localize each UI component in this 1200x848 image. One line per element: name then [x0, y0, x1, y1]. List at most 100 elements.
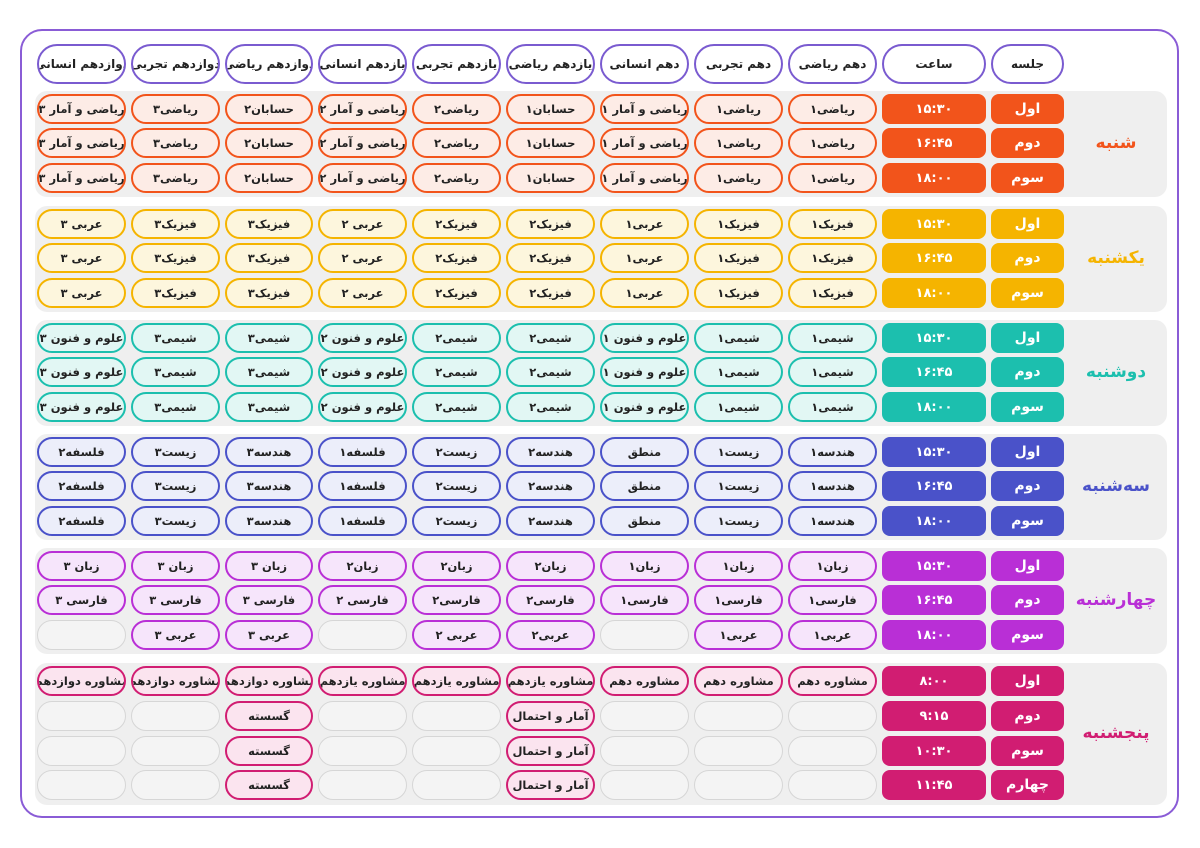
class-cell: عربی۱	[600, 209, 689, 239]
class-cell: آمار و احتمال	[506, 770, 595, 800]
time-pill: ۱۶:۴۵	[882, 585, 986, 615]
class-cell: فلسفه۱	[318, 471, 407, 501]
class-cell: زبان ۳	[37, 551, 126, 581]
class-cell: زیست۳	[131, 471, 220, 501]
class-cell: فیزیک۲	[506, 243, 595, 273]
class-cell: فیزیک۳	[225, 278, 313, 308]
class-cell: آمار و احتمال	[506, 736, 595, 766]
class-cell: شیمی۲	[506, 392, 595, 422]
header-9: دوازدهم تجربی	[131, 44, 220, 84]
class-cell: مشاوره یازدهم	[412, 666, 501, 696]
class-cell: فیزیک۲	[506, 209, 595, 239]
class-cell: حسابان۲	[225, 163, 313, 193]
class-cell: ریاضی۲	[412, 128, 501, 158]
class-cell: شیمی۳	[131, 357, 220, 387]
class-cell: عربی ۳	[131, 620, 220, 650]
class-cell: آمار و احتمال	[506, 701, 595, 731]
class-cell: ریاضی۱	[694, 163, 783, 193]
class-cell: عربی۲	[506, 620, 595, 650]
empty-cell	[600, 770, 689, 800]
class-cell: فیزیک۱	[694, 278, 783, 308]
class-cell: شیمی۳	[131, 323, 220, 353]
empty-cell	[318, 770, 407, 800]
class-cell: علوم و فنون ۲	[318, 323, 407, 353]
header-6: یازدهم تجربی	[412, 44, 501, 84]
class-cell: زبان ۳	[131, 551, 220, 581]
class-cell: علوم و فنون ۳	[37, 323, 126, 353]
time-pill: ۱۰:۳۰	[882, 736, 986, 766]
class-cell: منطق	[600, 471, 689, 501]
header-3: دهم تجربی	[694, 44, 783, 84]
session-pill: سوم	[991, 392, 1064, 422]
schedule-frame	[20, 29, 1179, 818]
empty-cell	[37, 701, 126, 731]
class-cell: مشاوره دوازدهم	[37, 666, 126, 696]
class-cell: هندسه۲	[506, 437, 595, 467]
class-cell: فارسی ۳	[37, 585, 126, 615]
class-cell: حسابان۱	[506, 128, 595, 158]
class-cell: عربی ۳	[37, 278, 126, 308]
class-cell: هندسه۳	[225, 506, 313, 536]
class-cell: فارسی۱	[788, 585, 877, 615]
time-pill: ۱۵:۳۰	[882, 323, 986, 353]
class-cell: حسابان۲	[225, 128, 313, 158]
class-cell: فارسی ۲	[318, 585, 407, 615]
class-cell: منطق	[600, 506, 689, 536]
empty-cell	[131, 736, 220, 766]
class-cell: فلسفه۱	[318, 437, 407, 467]
time-pill: ۱۶:۴۵	[882, 128, 986, 158]
header-7: یازدهم انسانی	[318, 44, 407, 84]
class-cell: فارسی۲	[412, 585, 501, 615]
session-pill: سوم	[991, 620, 1064, 650]
time-pill: ۱۸:۰۰	[882, 392, 986, 422]
class-cell: زیست۱	[694, 506, 783, 536]
empty-cell	[600, 736, 689, 766]
session-pill: اول	[991, 209, 1064, 239]
header-10: دوازدهم انسانی	[37, 44, 126, 84]
class-cell: عربی ۲	[318, 243, 407, 273]
class-cell: شیمی۲	[506, 323, 595, 353]
empty-cell	[788, 701, 877, 731]
class-cell: علوم و فنون ۳	[37, 357, 126, 387]
day-label: شنبه	[1095, 133, 1137, 153]
class-cell: ریاضی۱	[694, 94, 783, 124]
class-cell: زبان۲	[318, 551, 407, 581]
class-cell: منطق	[600, 437, 689, 467]
class-cell: فیزیک۳	[131, 243, 220, 273]
class-cell: شیمی۳	[131, 392, 220, 422]
session-pill: سوم	[991, 278, 1064, 308]
class-cell: زیست۲	[412, 471, 501, 501]
class-cell: فیزیک۳	[131, 278, 220, 308]
class-cell: مشاوره دهم	[694, 666, 783, 696]
class-cell: هندسه۲	[506, 506, 595, 536]
class-cell: فیزیک۳	[225, 209, 313, 239]
class-cell: عربی ۲	[318, 209, 407, 239]
class-cell: شیمی۲	[506, 357, 595, 387]
class-cell: علوم و فنون ۱	[600, 357, 689, 387]
class-cell: ریاضی و آمار ۲	[318, 128, 407, 158]
day-label: چهارشنبه	[1075, 590, 1157, 610]
empty-cell	[318, 701, 407, 731]
class-cell: فلسفه۲	[37, 506, 126, 536]
class-cell: زیست۲	[412, 506, 501, 536]
class-cell: هندسه۳	[225, 471, 313, 501]
class-cell: مشاوره یازدهم	[318, 666, 407, 696]
session-pill: اول	[991, 551, 1064, 581]
class-cell: ریاضی۲	[412, 94, 501, 124]
class-cell: ریاضی۱	[788, 128, 877, 158]
empty-cell	[788, 770, 877, 800]
class-cell: زیست۳	[131, 506, 220, 536]
class-cell: عربی ۳	[37, 209, 126, 239]
class-cell: عربی ۲	[412, 620, 501, 650]
session-pill: دوم	[991, 357, 1064, 387]
empty-cell	[694, 736, 783, 766]
class-cell: علوم و فنون ۱	[600, 392, 689, 422]
class-cell: ریاضی و آمار ۲	[318, 163, 407, 193]
time-pill: ۱۵:۳۰	[882, 209, 986, 239]
class-cell: فلسفه۲	[37, 437, 126, 467]
header-0: جلسه	[991, 44, 1064, 84]
class-cell: ریاضی۳	[131, 163, 220, 193]
header-8: دوازدهم ریاضی	[225, 44, 313, 84]
class-cell: شیمی۱	[788, 392, 877, 422]
class-cell: ریاضی و آمار ۱	[600, 163, 689, 193]
